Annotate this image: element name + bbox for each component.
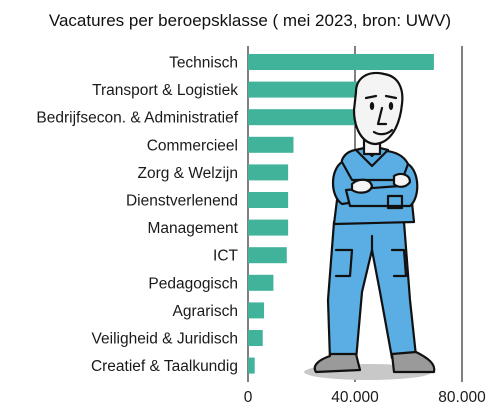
category-label: ICT bbox=[213, 248, 239, 265]
x-axis-ticks: 0 40.000 80.000 bbox=[244, 389, 486, 406]
trouser-pocket-left bbox=[334, 248, 354, 278]
category-label: Pedagogisch bbox=[148, 275, 238, 292]
shoe-left bbox=[313, 352, 362, 374]
bar bbox=[248, 274, 274, 291]
category-label: Agrarisch bbox=[173, 303, 238, 320]
bar bbox=[248, 330, 263, 346]
eye-right bbox=[388, 102, 394, 110]
bar bbox=[248, 54, 434, 70]
hand-right bbox=[392, 172, 412, 188]
worker-nose bbox=[376, 106, 388, 126]
x-tick-label: 80.000 bbox=[438, 389, 486, 406]
shoe-right bbox=[390, 350, 436, 374]
category-label: Bedrijfsecon. & Administratief bbox=[36, 110, 238, 127]
bar bbox=[248, 357, 255, 374]
bar bbox=[248, 109, 357, 126]
hand-left bbox=[350, 178, 374, 194]
x-tick-label: 40.000 bbox=[331, 389, 379, 406]
x-tick-label: 0 bbox=[244, 389, 253, 406]
bars bbox=[248, 54, 434, 374]
worker-head bbox=[352, 71, 404, 146]
bar bbox=[248, 136, 294, 153]
eyebrow-left bbox=[364, 94, 378, 100]
category-label: Technisch bbox=[169, 55, 238, 72]
chart-title: Vacatures per beroepsklasse ( mei 2023, … bbox=[49, 11, 451, 30]
bar bbox=[248, 192, 289, 208]
category-label: Transport & Logistiek bbox=[92, 82, 238, 99]
bar bbox=[248, 247, 287, 264]
category-label: Zorg & Welzijn bbox=[138, 165, 239, 182]
category-label: Dienstverlenend bbox=[126, 193, 238, 210]
trouser-pocket-right bbox=[390, 248, 408, 278]
bar bbox=[248, 81, 365, 98]
bar bbox=[248, 164, 289, 181]
eye-left bbox=[369, 102, 375, 110]
bar bbox=[248, 302, 265, 319]
category-label: Creatief & Taalkundig bbox=[91, 358, 238, 375]
worker-mouth bbox=[372, 128, 394, 136]
bar bbox=[248, 219, 289, 236]
eyebrow-right bbox=[384, 94, 398, 100]
category-label: Veiligheid & Juridisch bbox=[92, 331, 238, 348]
worker-legs bbox=[326, 220, 418, 362]
category-label: Commercieel bbox=[147, 137, 238, 154]
worker-figure bbox=[304, 71, 436, 380]
category-labels: Technisch Transport & Logistiek Bedrijfsec… bbox=[36, 55, 238, 376]
category-label: Management bbox=[148, 220, 239, 237]
chest-pocket bbox=[386, 194, 404, 210]
